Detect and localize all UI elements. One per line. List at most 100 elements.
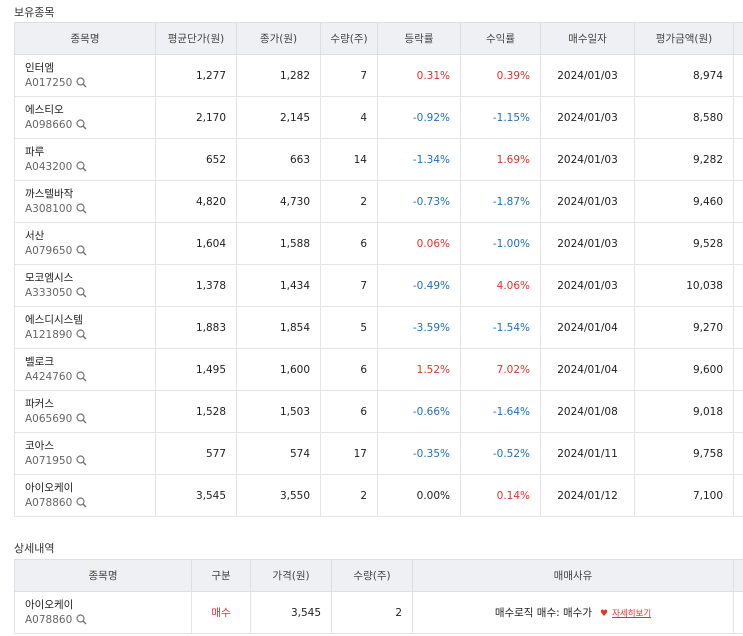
return-cell: -1.54% bbox=[460, 306, 541, 349]
date-cell: 2024/01/03 bbox=[540, 138, 635, 181]
qty-cell: 14 bbox=[320, 138, 378, 181]
stock-cell: 아이오케이 A078860 bbox=[14, 591, 192, 634]
stock-name: 벨로크 bbox=[25, 355, 54, 368]
value-cell: 9,528 bbox=[634, 222, 734, 265]
qty-cell: 6 bbox=[320, 390, 378, 433]
column-header: 수익률 bbox=[460, 22, 541, 55]
stock-code-line: A079650 bbox=[25, 244, 145, 259]
stock-name: 인터엠 bbox=[25, 61, 54, 74]
detail-row: 아이오케이 A078860 매수 3,545 2 매수로직 매수: 매수가 ♥ 자세히보기 bbox=[14, 591, 743, 634]
close-cell: 1,282 bbox=[236, 54, 321, 97]
stock-code-line: A043200 bbox=[25, 160, 145, 175]
section-title: 상세내역 bbox=[14, 542, 55, 555]
stock-cell: 파커스 A065690 bbox=[14, 390, 156, 433]
cut-cell bbox=[733, 591, 743, 634]
change-cell: 0.06% bbox=[377, 222, 461, 265]
date-cell: 2024/01/03 bbox=[540, 222, 635, 265]
search-icon[interactable] bbox=[76, 76, 87, 88]
search-icon[interactable] bbox=[76, 118, 87, 130]
search-icon[interactable] bbox=[76, 328, 87, 340]
search-icon[interactable] bbox=[76, 160, 87, 172]
value-cell: 9,018 bbox=[634, 390, 734, 433]
search-icon[interactable] bbox=[76, 286, 87, 298]
column-header: 구분 bbox=[191, 559, 251, 592]
stock-cell: 코아스 A071950 bbox=[14, 432, 156, 475]
detail-link[interactable]: 자세히보기 bbox=[612, 609, 652, 619]
column-header: 수량(주) bbox=[320, 22, 378, 55]
qty-cell: 7 bbox=[320, 54, 378, 97]
stock-code-line: A017250 bbox=[25, 76, 145, 91]
holding-row: 파루 A043200 652 663 14 -1.34% 1.69% 2024/01/03 9,… bbox=[14, 138, 743, 181]
stock-code-line: A308100 bbox=[25, 202, 145, 217]
stock-name: 파루 bbox=[25, 145, 45, 158]
return-cell: -1.64% bbox=[460, 390, 541, 433]
value-cell: 8,974 bbox=[634, 54, 734, 97]
date-cell: 2024/01/04 bbox=[540, 348, 635, 391]
section-title: 보유종목 bbox=[14, 6, 55, 19]
holding-row: 코아스 A071950 577 574 17 -0.35% -0.52% 2024/01/11… bbox=[14, 432, 743, 475]
stock-cell: 파루 A043200 bbox=[14, 138, 156, 181]
holding-row: 파커스 A065690 1,528 1,503 6 -0.66% -1.64% 2024/01… bbox=[14, 390, 743, 433]
value-cell: 9,282 bbox=[634, 138, 734, 181]
stock-cell: 에스티오 A098660 bbox=[14, 96, 156, 139]
date-cell: 2024/01/03 bbox=[540, 54, 635, 97]
column-header: 등락률 bbox=[377, 22, 461, 55]
avg-cell: 577 bbox=[155, 432, 237, 475]
cut-cell bbox=[733, 348, 743, 391]
stock-name: 에스디시스템 bbox=[25, 313, 83, 326]
cut-cell bbox=[733, 474, 743, 517]
search-icon[interactable] bbox=[76, 244, 87, 256]
qty-cell: 6 bbox=[320, 348, 378, 391]
stock-name: 까스텔바작 bbox=[25, 187, 74, 200]
change-cell: -3.59% bbox=[377, 306, 461, 349]
qty-cell: 2 bbox=[320, 180, 378, 223]
close-cell: 663 bbox=[236, 138, 321, 181]
close-cell: 1,434 bbox=[236, 264, 321, 307]
cut-cell bbox=[733, 54, 743, 97]
value-cell: 9,270 bbox=[634, 306, 734, 349]
change-cell: -0.35% bbox=[377, 432, 461, 475]
cut-cell bbox=[733, 96, 743, 139]
stock-cell: 까스텔바작 A308100 bbox=[14, 180, 156, 223]
search-icon[interactable] bbox=[76, 496, 87, 508]
holdings-table: 종목명 평균단가(원) 종가(원) 수량(주) 등락률 수익률 매수일자 평가금액(원) 인터엠… bbox=[14, 22, 743, 517]
column-header-cut bbox=[733, 22, 743, 55]
return-cell: 7.02% bbox=[460, 348, 541, 391]
change-cell: -0.92% bbox=[377, 96, 461, 139]
holdings-table-wrap: 종목명 평균단가(원) 종가(원) 수량(주) 등락률 수익률 매수일자 평가금액(원) 인터엠… bbox=[14, 22, 743, 517]
cut-cell bbox=[733, 138, 743, 181]
close-cell: 574 bbox=[236, 432, 321, 475]
date-cell: 2024/01/11 bbox=[540, 432, 635, 475]
close-cell: 3,550 bbox=[236, 474, 321, 517]
stock-name: 아이오케이 bbox=[25, 481, 74, 494]
search-icon[interactable] bbox=[76, 613, 87, 625]
change-cell: -1.34% bbox=[377, 138, 461, 181]
stock-code: A079650 bbox=[25, 244, 73, 257]
search-icon[interactable] bbox=[76, 454, 87, 466]
column-header: 매수일자 bbox=[540, 22, 635, 55]
return-cell: -0.52% bbox=[460, 432, 541, 475]
change-cell: 0.31% bbox=[377, 54, 461, 97]
holding-row: 아이오케이 A078860 3,545 3,550 2 0.00% 0.14% 2024/01… bbox=[14, 474, 743, 517]
column-header-cut bbox=[733, 559, 743, 592]
avg-cell: 4,820 bbox=[155, 180, 237, 223]
close-cell: 1,854 bbox=[236, 306, 321, 349]
return-cell: 0.39% bbox=[460, 54, 541, 97]
change-cell: -0.49% bbox=[377, 264, 461, 307]
stock-name: 모코엠시스 bbox=[25, 271, 74, 284]
search-icon[interactable] bbox=[76, 412, 87, 424]
avg-cell: 1,495 bbox=[155, 348, 237, 391]
search-icon[interactable] bbox=[76, 370, 87, 382]
return-cell: 4.06% bbox=[460, 264, 541, 307]
search-icon[interactable] bbox=[76, 202, 87, 214]
holding-row: 인터엠 A017250 1,277 1,282 7 0.31% 0.39% 2024/01/0… bbox=[14, 54, 743, 97]
qty-cell: 5 bbox=[320, 306, 378, 349]
stock-name: 서산 bbox=[25, 229, 45, 242]
reason: 매수로직 매수: 매수가 bbox=[494, 607, 592, 619]
stock-code: A078860 bbox=[25, 613, 73, 626]
qty-cell: 2 bbox=[320, 474, 378, 517]
avg-cell: 1,277 bbox=[155, 54, 237, 97]
stock-code: A078860 bbox=[25, 496, 73, 509]
qty-cell: 17 bbox=[320, 432, 378, 475]
